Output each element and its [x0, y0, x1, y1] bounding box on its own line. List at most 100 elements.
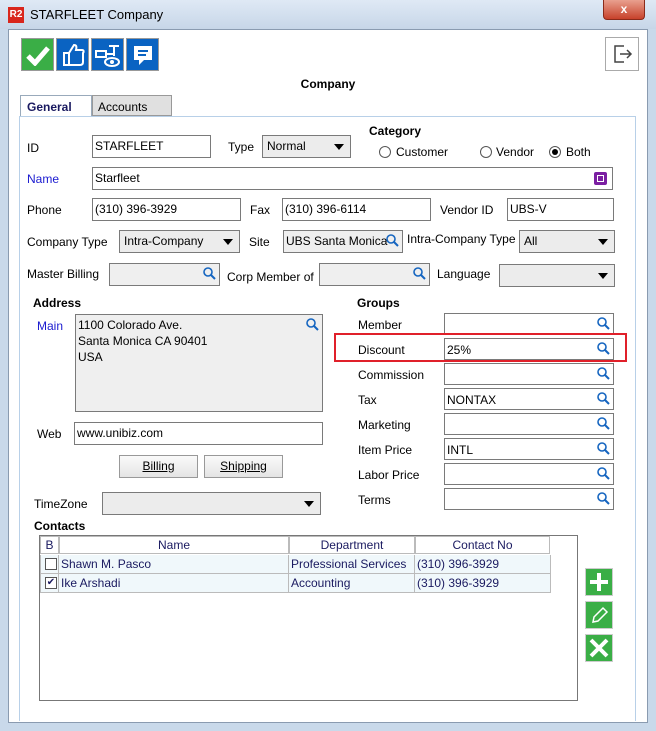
company-type-select[interactable]: Intra-Company — [119, 230, 240, 253]
group-label: Labor Price — [358, 468, 420, 482]
search-icon[interactable] — [596, 491, 610, 505]
groups-label: Groups — [357, 296, 400, 310]
search-icon[interactable] — [202, 266, 216, 280]
name-value: Starfleet — [95, 171, 140, 185]
web-input[interactable]: www.unibiz.com — [74, 422, 323, 445]
group-label: Item Price — [358, 443, 413, 457]
fax-input[interactable]: (310) 396-6114 — [282, 198, 431, 221]
corp-member-input[interactable] — [319, 263, 430, 286]
name-input[interactable]: Starfleet — [92, 167, 613, 190]
group-input[interactable]: NONTAX — [444, 388, 614, 410]
group-label: Tax — [358, 393, 377, 407]
main-address-textarea[interactable]: 1100 Colorado Ave. Santa Monica CA 90401… — [75, 314, 323, 412]
site-label: Site — [249, 235, 270, 249]
address-line: USA — [78, 350, 103, 364]
customer-radio[interactable] — [379, 146, 391, 158]
preview-icon — [94, 44, 120, 67]
group-input[interactable] — [444, 413, 614, 435]
column-header-b[interactable]: B — [40, 536, 59, 554]
search-icon[interactable] — [385, 233, 399, 247]
shipping-button[interactable]: Shipping — [204, 455, 283, 478]
phone-input[interactable]: (310) 396-3929 — [92, 198, 241, 221]
save-button[interactable] — [21, 38, 54, 71]
translate-icon[interactable] — [594, 172, 607, 185]
column-header-contact-no[interactable]: Contact No — [415, 536, 550, 554]
table-cell-department[interactable]: Accounting — [289, 574, 415, 593]
comment-button[interactable] — [126, 38, 159, 71]
group-label: Commission — [358, 368, 425, 382]
table-cell-department[interactable]: Professional Services — [289, 555, 415, 574]
intra-company-type-select[interactable]: All — [519, 230, 615, 253]
approve-button[interactable] — [56, 38, 89, 71]
window-title: STARFLEET Company — [30, 7, 164, 22]
group-value: NONTAX — [447, 393, 497, 407]
exit-button[interactable] — [605, 37, 639, 71]
timezone-select[interactable] — [102, 492, 321, 515]
column-header-name[interactable]: Name — [59, 536, 289, 554]
timezone-label: TimeZone — [34, 497, 88, 511]
table-cell-contact[interactable]: (310) 396-3929 — [415, 574, 551, 593]
billing-button[interactable]: Billing — [119, 455, 198, 478]
site-value: UBS Santa Monica — [286, 234, 388, 248]
language-label: Language — [437, 267, 491, 281]
group-input[interactable] — [444, 363, 614, 385]
name-label[interactable]: Name — [27, 172, 60, 186]
group-label: Marketing — [358, 418, 411, 432]
search-icon[interactable] — [596, 341, 610, 355]
search-icon[interactable] — [596, 316, 610, 330]
address-line: Santa Monica CA 90401 — [78, 334, 208, 348]
search-icon[interactable] — [596, 391, 610, 405]
search-icon[interactable] — [596, 416, 610, 430]
column-header-department[interactable]: Department — [289, 536, 415, 554]
address-label: Address — [33, 296, 82, 310]
tab-accounts[interactable]: Accounts — [92, 95, 172, 116]
group-label: Terms — [358, 493, 391, 507]
master-billing-input[interactable] — [109, 263, 220, 286]
table-cell-b[interactable]: ✔ — [40, 574, 59, 593]
close-button[interactable]: x — [603, 0, 645, 20]
type-label: Type — [228, 140, 255, 154]
group-input[interactable]: INTL — [444, 438, 614, 460]
edit-contact-button[interactable] — [585, 601, 613, 629]
vendor-id-label: Vendor ID — [440, 203, 494, 217]
master-billing-label: Master Billing — [27, 267, 100, 281]
search-icon[interactable] — [596, 466, 610, 480]
group-value: 25% — [447, 343, 472, 357]
check-icon — [25, 45, 50, 66]
discount-highlight — [334, 333, 627, 362]
vendor-radio[interactable] — [480, 146, 492, 158]
type-select[interactable]: Normal — [262, 135, 351, 158]
both-radio-label: Both — [566, 145, 591, 159]
table-cell-name[interactable]: Ike Arshadi — [59, 574, 289, 593]
address-line: 1100 Colorado Ave. — [78, 318, 183, 332]
plus-icon — [590, 573, 608, 591]
web-label: Web — [37, 427, 62, 441]
group-input[interactable]: 25% — [444, 338, 614, 360]
search-icon[interactable] — [412, 266, 426, 280]
group-input[interactable] — [444, 313, 614, 335]
add-contact-button[interactable] — [585, 568, 613, 596]
preview-button[interactable] — [91, 38, 124, 71]
search-icon[interactable] — [305, 317, 319, 331]
vendor-id-input[interactable]: UBS-V — [507, 198, 614, 221]
site-input[interactable]: UBS Santa Monica — [283, 230, 403, 253]
table-cell-name[interactable]: Shawn M. Pasco — [59, 555, 289, 574]
search-icon[interactable] — [596, 441, 610, 455]
search-icon[interactable] — [596, 366, 610, 380]
both-radio[interactable] — [549, 146, 561, 158]
table-cell-b[interactable] — [40, 555, 59, 574]
tab-general[interactable]: General — [20, 95, 92, 117]
fax-label: Fax — [250, 203, 271, 217]
comment-icon — [133, 45, 152, 65]
group-input[interactable] — [444, 488, 614, 510]
delete-contact-button[interactable] — [585, 634, 613, 662]
group-label: Member — [358, 318, 403, 332]
group-value: INTL — [447, 443, 474, 457]
x-icon — [589, 638, 609, 658]
group-input[interactable] — [444, 463, 614, 485]
table-cell-contact[interactable]: (310) 396-3929 — [415, 555, 551, 574]
language-select[interactable] — [499, 264, 615, 287]
contacts-label: Contacts — [34, 519, 86, 533]
main-address-label[interactable]: Main — [37, 319, 64, 333]
id-input[interactable]: STARFLEET — [92, 135, 211, 158]
